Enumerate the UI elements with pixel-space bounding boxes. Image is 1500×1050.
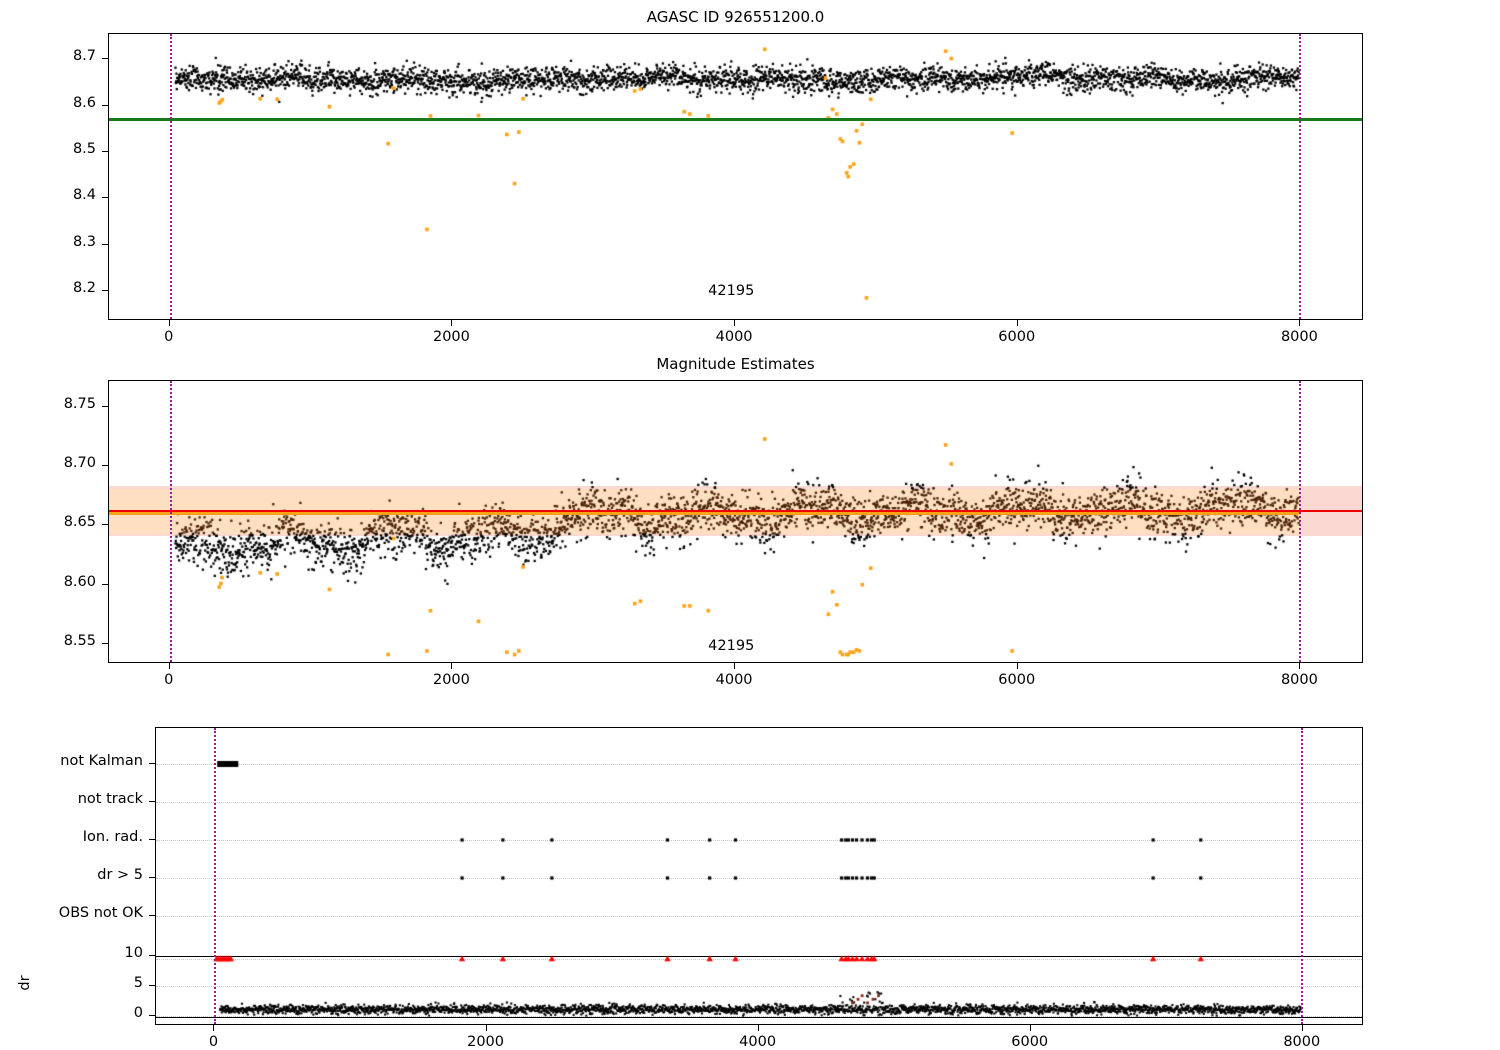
obsid-boundary-line — [1298, 34, 1301, 319]
x-tick-label: 2000 — [432, 329, 470, 345]
flag-tick-mark — [149, 763, 155, 764]
x-tick-label: 6000 — [998, 329, 1036, 345]
x-tick-label: 0 — [208, 1034, 219, 1050]
x-tick-mark — [1016, 320, 1018, 326]
panel-3-axes — [155, 727, 1363, 1025]
mag-agasc-line — [109, 118, 1362, 121]
flag-row-label: not Kalman — [60, 753, 143, 769]
panel-2-axes — [108, 380, 1363, 663]
x-tick-mark — [757, 1025, 759, 1031]
x-tick-label: 2000 — [467, 1034, 505, 1050]
flag-tick-mark — [149, 801, 155, 802]
y-tick-label: 8.4 — [72, 187, 96, 204]
mag-obsid-line — [109, 512, 1299, 515]
x-tick-mark — [1299, 663, 1301, 669]
y-tick-mark — [102, 465, 108, 467]
dr-tick-mark — [149, 955, 155, 956]
x-tick-label: 0 — [164, 672, 174, 688]
x-tick-label: 0 — [164, 329, 174, 345]
x-tick-mark — [451, 663, 453, 669]
x-tick-mark — [1301, 1025, 1303, 1031]
x-tick-mark — [734, 663, 736, 669]
x-tick-label: 6000 — [1011, 1034, 1049, 1050]
obsid-boundary-line — [1298, 381, 1301, 662]
x-tick-label: 4000 — [715, 329, 753, 345]
panel-3-ylabel: dr — [17, 975, 33, 991]
y-tick-mark — [102, 151, 108, 153]
panel-3-points — [156, 728, 1362, 1024]
y-tick-mark — [102, 104, 108, 106]
obsid-boundary-line — [214, 728, 217, 1024]
dr-tick-mark — [149, 1015, 155, 1016]
y-tick-label: 8.70 — [63, 455, 96, 472]
y-tick-label: 8.3 — [72, 233, 96, 250]
flag-row-label: dr > 5 — [97, 867, 143, 883]
y-tick-mark — [102, 524, 108, 526]
panel-1-axes — [108, 33, 1363, 320]
flag-row-label: Ion. rad. — [82, 829, 143, 845]
x-tick-mark — [1016, 663, 1018, 669]
y-tick-label: 8.60 — [63, 573, 96, 590]
flag-tick-mark — [149, 877, 155, 878]
x-tick-label: 4000 — [715, 672, 753, 688]
panel-1-scatter — [109, 34, 1362, 319]
x-tick-label: 6000 — [998, 672, 1036, 688]
panel-2-title: Magnitude Estimates — [656, 355, 815, 373]
panel-1-title: AGASC ID 926551200.0 — [646, 8, 825, 26]
flag-row-label: OBS not OK — [58, 905, 143, 921]
x-tick-mark — [734, 320, 736, 326]
y-tick-mark — [102, 197, 108, 199]
y-tick-label: 8.55 — [63, 632, 96, 649]
flag-tick-mark — [149, 915, 155, 916]
obsid-boundary-line — [1301, 728, 1304, 1024]
obsid-annotation: 42195 — [708, 283, 755, 300]
flag-row-label: not track — [77, 791, 143, 807]
x-tick-label: 8000 — [1283, 1034, 1321, 1050]
x-tick-label: 8000 — [1280, 672, 1318, 688]
x-tick-mark — [168, 663, 170, 669]
x-tick-label: 8000 — [1280, 329, 1318, 345]
y-tick-mark — [102, 642, 108, 644]
x-tick-label: 4000 — [739, 1034, 777, 1050]
x-tick-mark — [485, 1025, 487, 1031]
dr-tick-label: 5 — [133, 975, 143, 991]
y-tick-mark — [102, 406, 108, 408]
x-tick-mark — [168, 320, 170, 326]
dr-tick-label: 10 — [124, 945, 143, 961]
obsid-annotation: 42195 — [708, 638, 755, 654]
y-tick-mark — [102, 58, 108, 60]
dr-tick-mark — [149, 985, 155, 986]
obsid-boundary-line — [169, 34, 172, 319]
y-tick-mark — [102, 583, 108, 585]
x-tick-mark — [213, 1025, 215, 1031]
x-tick-mark — [451, 320, 453, 326]
y-tick-label: 8.75 — [63, 396, 96, 413]
dr-tick-label: 0 — [133, 1005, 143, 1021]
panel-2-points — [109, 381, 1362, 662]
y-tick-mark — [102, 243, 108, 245]
y-tick-label: 8.65 — [63, 514, 96, 531]
mag-line — [109, 510, 1362, 513]
y-tick-label: 8.5 — [72, 141, 96, 158]
y-tick-label: 8.2 — [72, 279, 96, 296]
x-tick-mark — [1299, 320, 1301, 326]
y-tick-label: 8.6 — [72, 94, 96, 111]
y-tick-label: 8.7 — [72, 48, 96, 65]
obsid-boundary-line — [169, 381, 172, 662]
x-tick-label: 2000 — [432, 672, 470, 688]
flag-tick-mark — [149, 839, 155, 840]
x-tick-mark — [1029, 1025, 1031, 1031]
y-tick-mark — [102, 289, 108, 291]
